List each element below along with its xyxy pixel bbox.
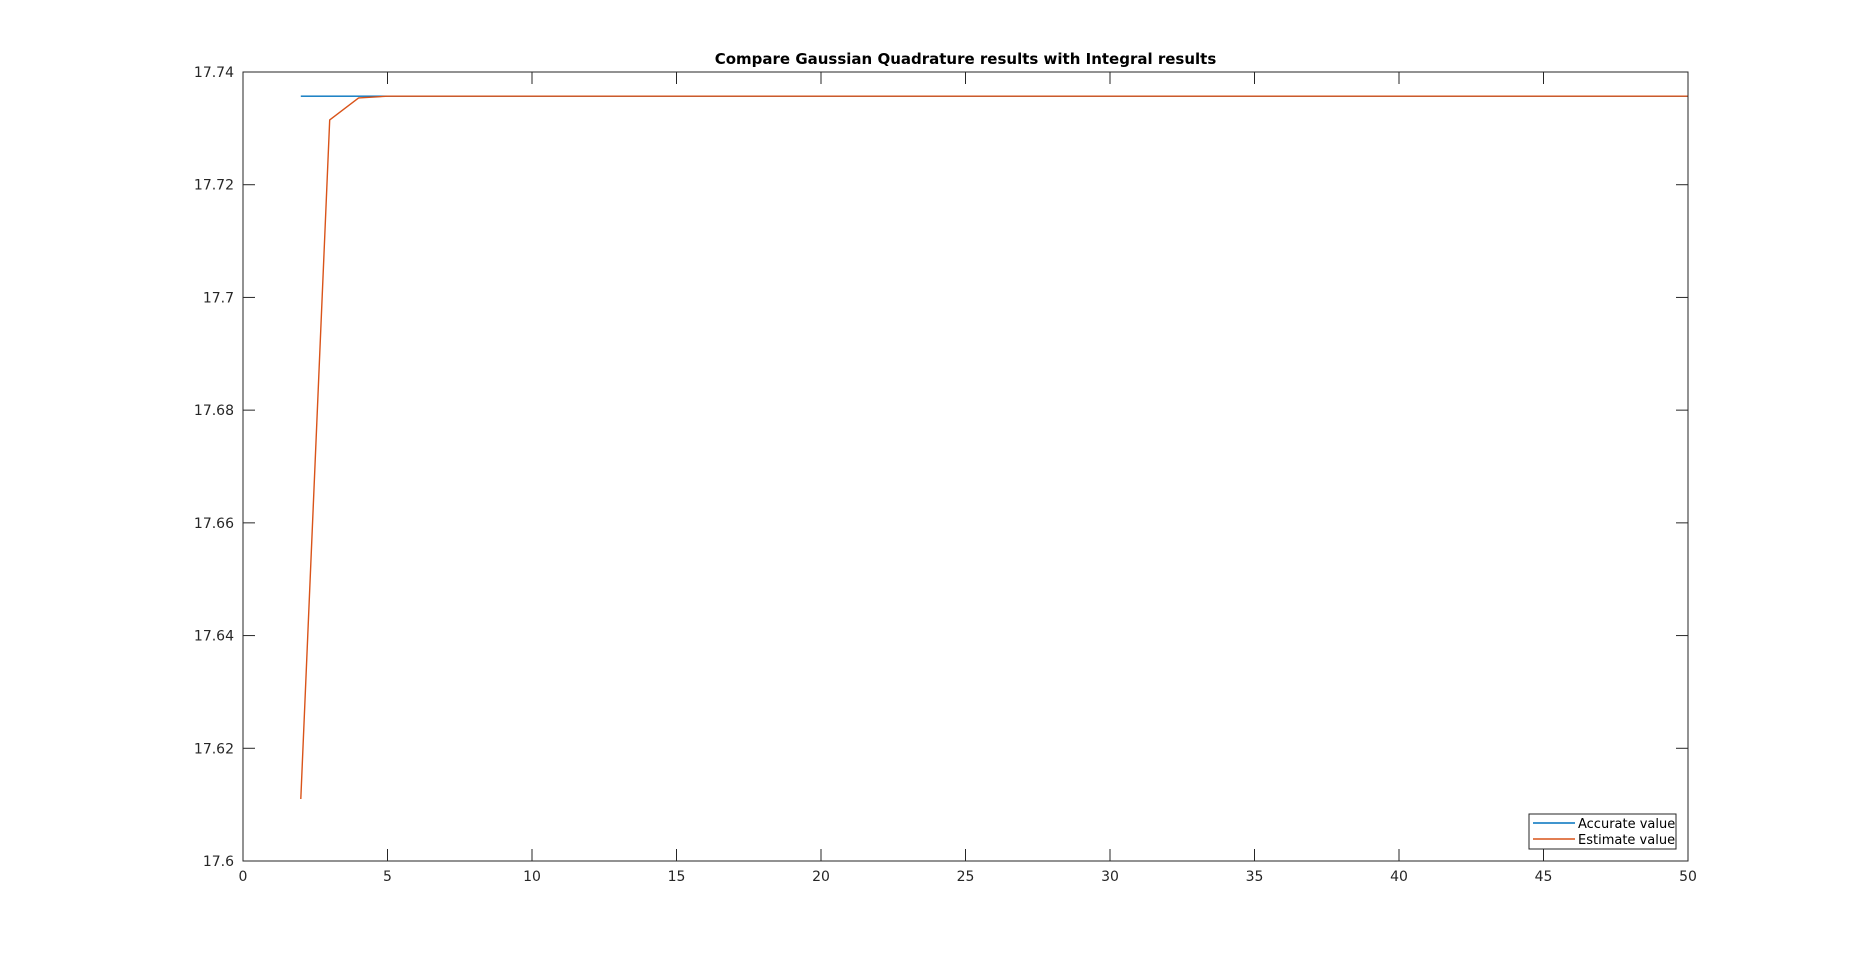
x-tick-label: 20	[812, 869, 830, 885]
chart-title: Compare Gaussian Quadrature results with…	[715, 50, 1217, 68]
y-tick-label: 17.6	[203, 854, 234, 870]
y-tick-label: 17.74	[194, 65, 234, 81]
x-tick-label: 45	[1535, 869, 1553, 885]
x-tick-label: 35	[1246, 869, 1264, 885]
legend-label: Estimate value	[1578, 833, 1675, 848]
y-tick-label: 17.68	[194, 403, 234, 419]
x-tick-label: 50	[1679, 869, 1697, 885]
y-tick-label: 17.66	[194, 516, 234, 532]
x-tick-label: 30	[1101, 869, 1119, 885]
x-tick-label: 5	[383, 869, 392, 885]
y-tick-label: 17.72	[194, 178, 234, 194]
x-tick-label: 0	[239, 869, 248, 885]
x-tick-label: 25	[957, 869, 975, 885]
x-tick-label: 15	[668, 869, 686, 885]
y-tick-label: 17.7	[203, 290, 234, 306]
y-tick-label: 17.64	[194, 629, 234, 645]
series-layer	[300, 95, 1688, 800]
legend-label: Accurate value	[1578, 817, 1675, 832]
legend-box	[1528, 813, 1677, 850]
x-tick-label: 40	[1390, 869, 1408, 885]
series-line-2	[300, 95, 1688, 800]
plot-area	[243, 72, 1688, 861]
tick-layer: 0 5 10 15 20 25 30 35 40 45 50 17.6 17.62 17.64 17.66 1…	[194, 65, 1697, 885]
x-tick-label: 10	[523, 869, 541, 885]
y-tick-label: 17.62	[194, 741, 234, 757]
